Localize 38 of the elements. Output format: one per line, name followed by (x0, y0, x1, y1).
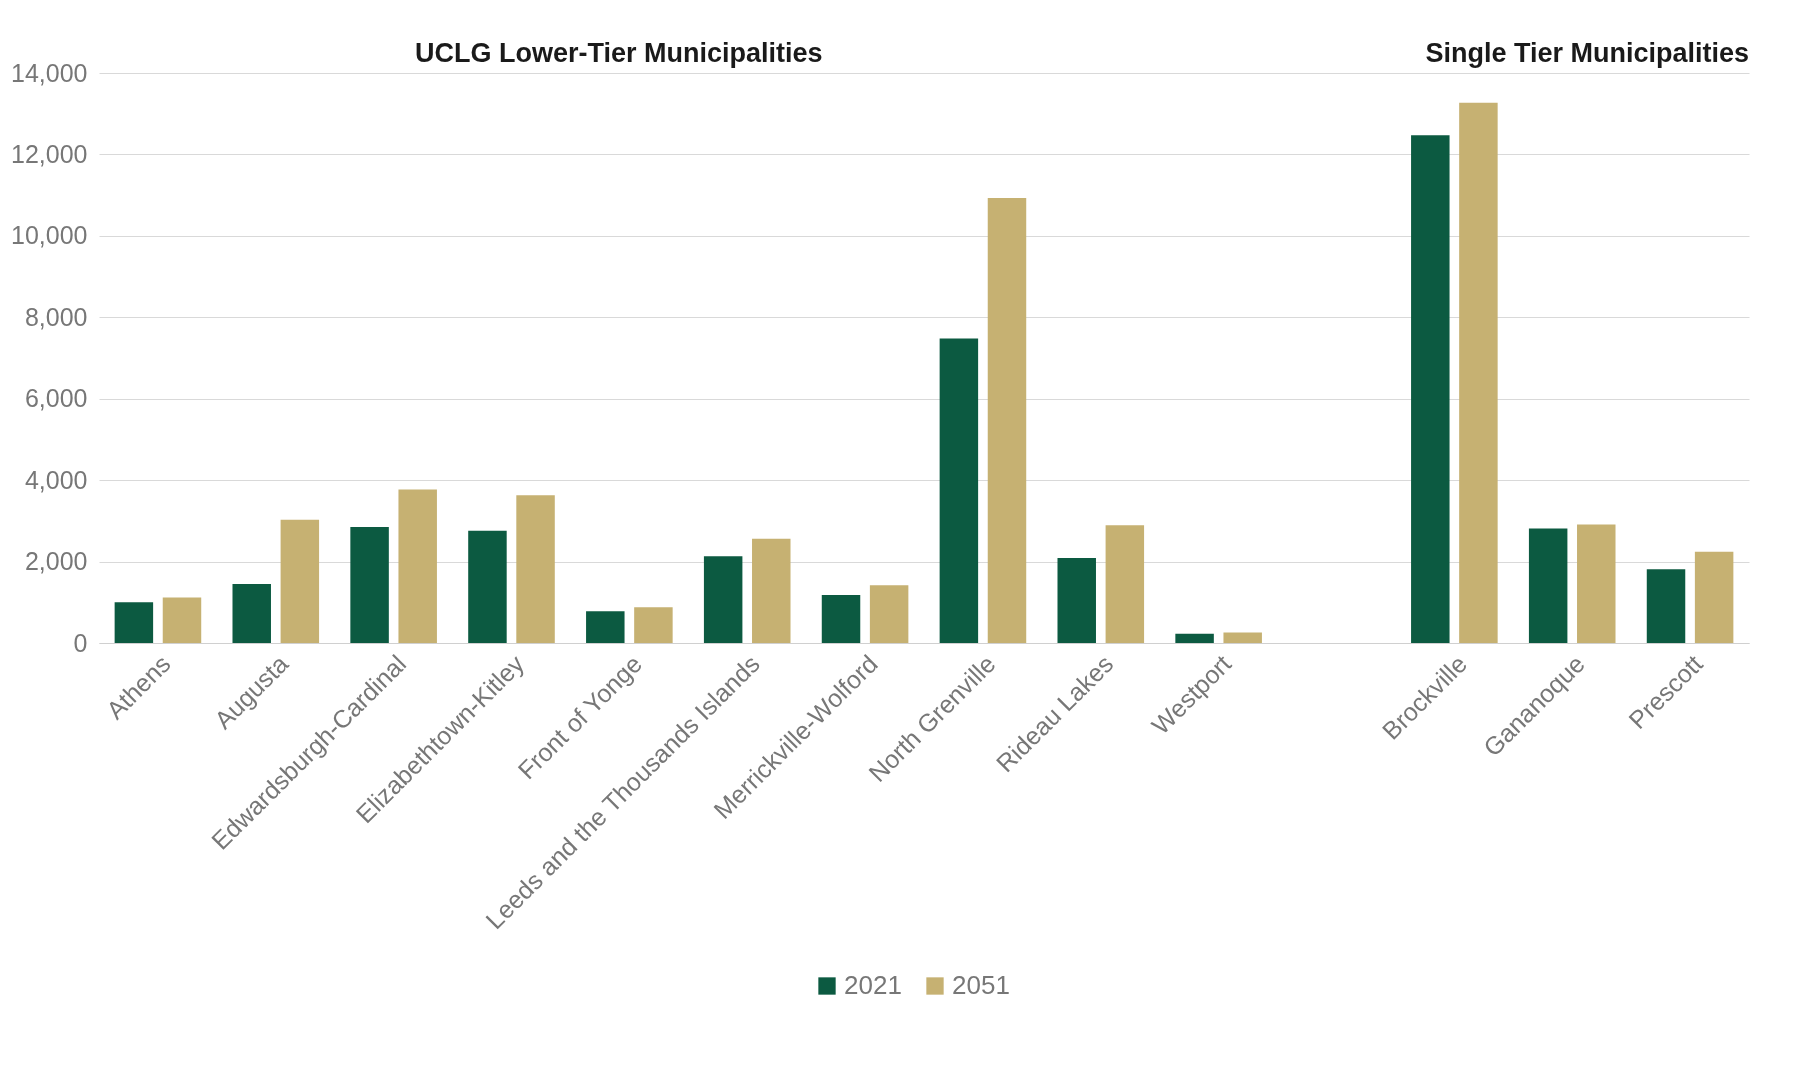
y-tick-label: 10,000 (11, 221, 88, 250)
bar (1694, 551, 1734, 643)
bar (468, 530, 507, 643)
bar (752, 538, 791, 643)
bar (280, 519, 320, 643)
text: UCLG Lower-Tier Municipalities (414, 38, 823, 68)
y-tick-label: 6,000 (24, 384, 88, 413)
bar (1646, 569, 1686, 643)
bar (350, 526, 389, 643)
bar (821, 594, 861, 643)
bar (1105, 525, 1145, 643)
bar (516, 495, 555, 643)
bar (1057, 557, 1096, 643)
legend-label: 2021 (844, 970, 902, 1000)
y-tick-label: 2,000 (24, 547, 88, 576)
bar (939, 338, 979, 643)
y-tick-label: 8,000 (24, 302, 88, 331)
bar (162, 597, 202, 643)
bar (987, 197, 1027, 643)
y-tick-label: 12,000 (11, 139, 88, 168)
legend-label: 2051 (952, 970, 1010, 1000)
bar (232, 583, 271, 643)
y-tick-label: 4,000 (24, 465, 88, 494)
bar (1223, 632, 1262, 643)
bar (703, 556, 743, 643)
bar (634, 607, 673, 643)
bar (1528, 528, 1568, 643)
y-tick-label: 0 (73, 628, 88, 657)
bar (1459, 102, 1498, 643)
y-tick-label: 14,000 (11, 58, 88, 87)
bar (114, 602, 154, 643)
bar (1411, 135, 1450, 643)
bar (1175, 633, 1214, 643)
bar (586, 611, 625, 643)
bar (1577, 524, 1616, 643)
bar (398, 489, 437, 643)
bar (869, 585, 909, 643)
text: Single Tier Municipalities (1425, 38, 1749, 68)
